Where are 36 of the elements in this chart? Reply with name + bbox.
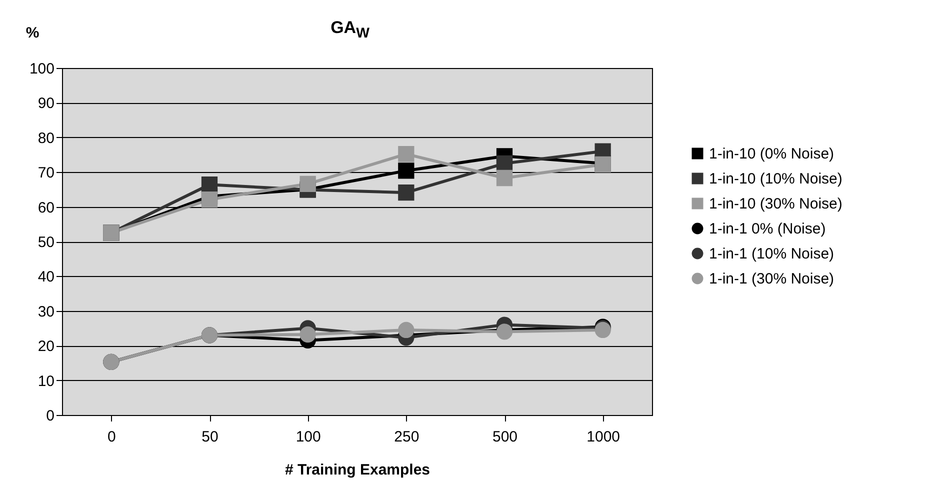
- x-tick-label: 100: [296, 428, 321, 446]
- y-tick-label: 30: [38, 303, 54, 320]
- x-tick-label: 0: [107, 428, 116, 446]
- y-tick-label: 20: [38, 338, 54, 356]
- point: [201, 176, 218, 193]
- chart-title: GA$_{W}$: [330, 18, 370, 42]
- y-tick-label: 100: [29, 60, 54, 78]
- point: [398, 162, 414, 179]
- point: [201, 191, 218, 208]
- point: [496, 155, 513, 172]
- y-tick-label: 70: [38, 164, 54, 182]
- legend-label: 1-in-10 (30% Noise): [709, 196, 842, 212]
- y-tick-label: 90: [38, 95, 54, 112]
- y-tick-label: 0: [46, 408, 54, 424]
- legend-label: 1-in-1 0% (Noise): [709, 220, 826, 238]
- point: [398, 184, 414, 201]
- point: [300, 176, 316, 192]
- y-tick-label: 40: [38, 268, 54, 286]
- legend-label: 1-in-10 (0% Noise): [709, 146, 834, 162]
- point: [496, 170, 513, 186]
- point: [300, 326, 316, 343]
- y-tick-label: 50: [38, 234, 54, 251]
- y-tick-label: 10: [38, 372, 54, 390]
- y-tick-label: 80: [38, 130, 54, 147]
- legend-label: 1-in-1 (10% Noise): [709, 246, 834, 262]
- x-tick-label: 1000: [586, 428, 620, 446]
- x-tick-label: 50: [202, 428, 218, 446]
- legend-label: 1-in-1 (30% Noise): [709, 270, 834, 288]
- y-tick-label: 60: [38, 199, 54, 216]
- x-tick-label: 500: [492, 428, 518, 446]
- y-axis-title: %: [26, 24, 40, 42]
- point: [398, 146, 414, 162]
- legend-label: 1-in-10 (10% Noise): [709, 170, 842, 188]
- x-axis-title: # Training Examples: [284, 462, 430, 478]
- x-tick-label: 250: [394, 428, 420, 446]
- point: [398, 322, 414, 338]
